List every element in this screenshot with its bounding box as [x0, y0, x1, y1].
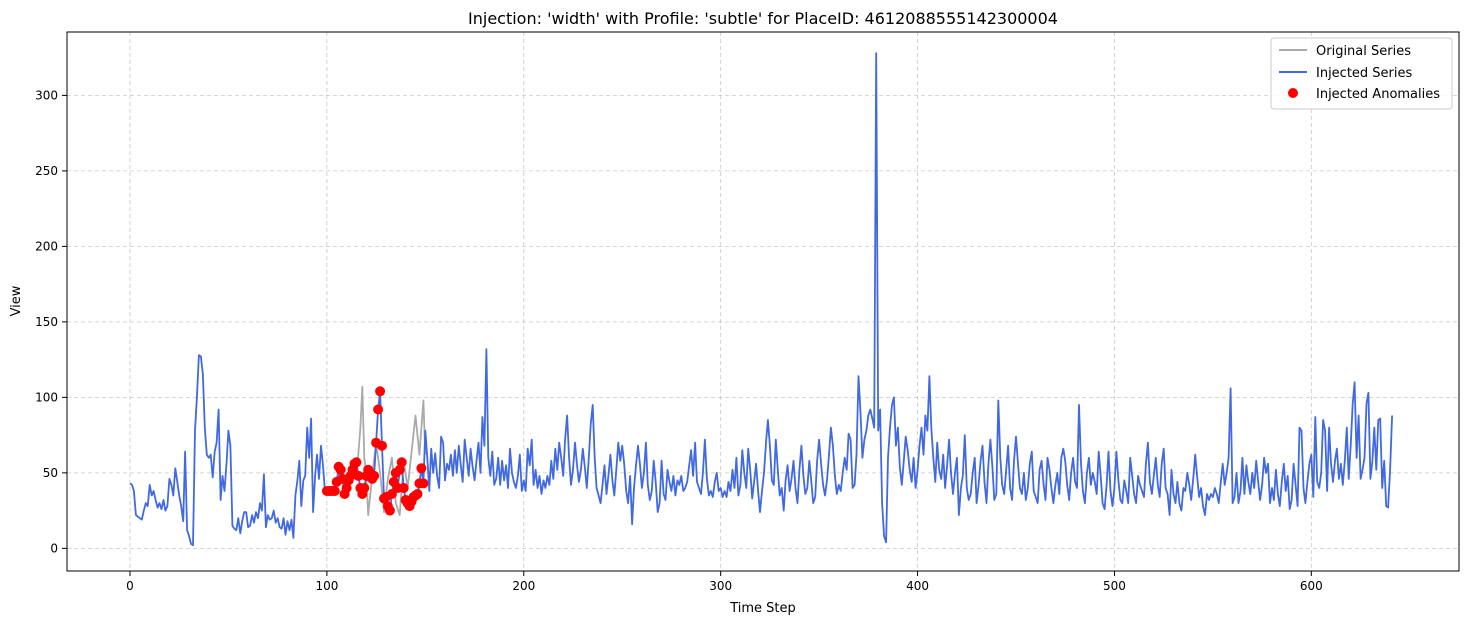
anomaly-point [394, 464, 405, 475]
anomaly-points [321, 386, 429, 516]
anomaly-point [369, 470, 380, 481]
anomaly-point [377, 440, 387, 451]
legend-anomalies-label: Injected Anomalies [1316, 87, 1440, 102]
x-tick-label: 200 [512, 579, 535, 593]
plot-frame [66, 31, 1460, 572]
legend-box [1270, 37, 1453, 110]
anomaly-point [341, 483, 352, 493]
anomaly-point [359, 483, 370, 493]
anomaly-point [373, 404, 384, 415]
y-tick-label: 250 [35, 164, 58, 178]
anomaly-point [384, 505, 395, 516]
x-axis-ticks: 0 100 200 300 400 500 600 [126, 571, 1323, 593]
legend-original-label: Original Series [1316, 44, 1411, 59]
anomaly-point [351, 457, 362, 468]
legend-injected-label: Injected Series [1316, 66, 1413, 81]
x-tick-label: 400 [906, 579, 929, 593]
x-tick-label: 300 [709, 579, 732, 593]
anomaly-point [398, 483, 409, 493]
y-tick-label: 50 [43, 466, 58, 480]
y-tick-label: 0 [50, 541, 58, 555]
anomaly-point [329, 486, 340, 496]
anomaly-point [396, 457, 407, 468]
injected-series-path [129, 52, 1393, 547]
legend-anomaly-swatch [1288, 88, 1298, 98]
anomaly-point [418, 478, 429, 489]
x-tick-label: 600 [1300, 579, 1323, 593]
y-tick-label: 100 [35, 390, 58, 404]
y-tick-label: 300 [35, 88, 58, 102]
x-tick-label: 500 [1103, 579, 1126, 593]
anomaly-point [375, 386, 386, 397]
legend: Original Series Injected Series Injected… [1270, 37, 1453, 110]
y-axis-label: View [9, 285, 24, 316]
y-tick-label: 150 [35, 315, 58, 329]
anomaly-point [412, 489, 423, 499]
chart-title: Injection: 'width' with Profile: 'subtle… [468, 9, 1058, 28]
injected-series-line [129, 52, 1393, 547]
x-tick-label: 0 [126, 579, 134, 593]
anomaly-point [416, 463, 427, 474]
x-tick-label: 100 [315, 579, 338, 593]
x-axis-label: Time Step [729, 601, 796, 616]
anomaly-point [335, 464, 346, 475]
y-tick-label: 200 [35, 239, 58, 253]
anomaly-point [353, 470, 364, 481]
y-axis-ticks: 0 50 100 150 200 250 300 [35, 88, 67, 555]
